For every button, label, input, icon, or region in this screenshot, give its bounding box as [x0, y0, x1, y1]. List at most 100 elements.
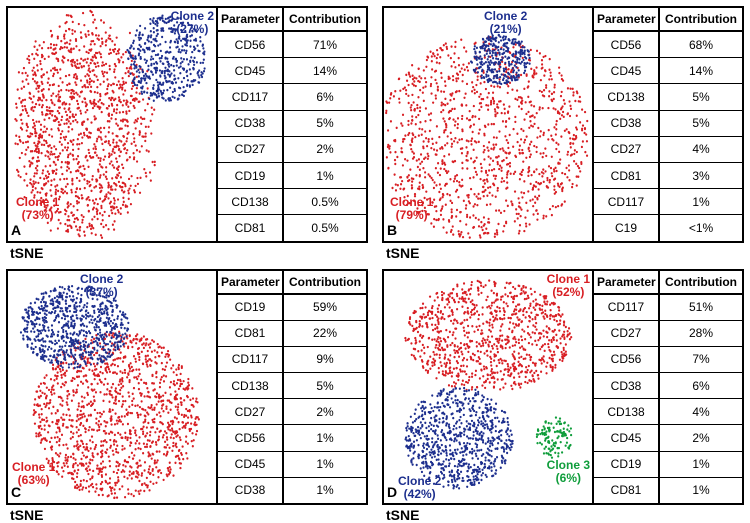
clone-pct: (42%)	[398, 488, 441, 501]
table-row: CD381%	[218, 478, 366, 503]
table-row: CD452%	[594, 425, 742, 451]
header-parameter: Parameter	[218, 8, 284, 30]
cell-parameter: CD38	[594, 111, 660, 136]
clone-name: Clone 2	[398, 475, 441, 488]
cell-parameter: CD19	[218, 163, 284, 188]
cell-parameter: CD19	[218, 295, 284, 320]
cell-parameter: CD138	[594, 399, 660, 424]
cell-parameter: C19	[594, 215, 660, 240]
table-row: CD2728%	[594, 321, 742, 347]
panel-c: CtSNEClone 1(63%)Clone 2(37%)ParameterCo…	[6, 269, 368, 506]
clone-pct: (73%)	[16, 209, 59, 222]
table-header: ParameterContribution	[594, 271, 742, 295]
table-row: CD8122%	[218, 321, 366, 347]
table-row: CD1176%	[218, 84, 366, 110]
table-row: CD5671%	[218, 32, 366, 58]
cell-parameter: CD56	[218, 425, 284, 450]
table-header: ParameterContribution	[218, 271, 366, 295]
table-row: CD4514%	[218, 58, 366, 84]
cell-parameter: CD45	[594, 58, 660, 83]
cell-parameter: CD19	[594, 452, 660, 477]
cell-contribution: 68%	[660, 32, 742, 57]
tsne-plot: AtSNEClone 1(73%)Clone 2(27%)	[8, 8, 216, 241]
clone-label: Clone 1(73%)	[16, 196, 59, 222]
clone-pct: (52%)	[547, 286, 590, 299]
clone-label: Clone 1(79%)	[390, 196, 433, 222]
table-body: CD1959%CD8122%CD1179%CD1385%CD272%CD561%…	[218, 295, 366, 504]
table-row: CD4514%	[594, 58, 742, 84]
table-row: CD810.5%	[218, 215, 366, 240]
table-row: CD1385%	[594, 84, 742, 110]
table-body: CD5668%CD4514%CD1385%CD385%CD274%CD813%C…	[594, 32, 742, 241]
table-row: CD385%	[218, 111, 366, 137]
clone-label: Clone 3(6%)	[547, 459, 590, 485]
cell-contribution: 1%	[660, 478, 742, 503]
header-contribution: Contribution	[284, 271, 366, 293]
clone-label: Clone 2(27%)	[171, 10, 214, 36]
table-row: CD385%	[594, 111, 742, 137]
table-row: CD1385%	[218, 373, 366, 399]
table-row: CD451%	[218, 452, 366, 478]
cell-parameter: CD81	[218, 215, 284, 240]
header-contribution: Contribution	[660, 271, 742, 293]
tsne-plot: BtSNEClone 1(79%)Clone 2(21%)	[384, 8, 592, 241]
table-row: CD561%	[218, 425, 366, 451]
cell-parameter: CD27	[218, 137, 284, 162]
table-row: CD567%	[594, 347, 742, 373]
table-row: CD386%	[594, 373, 742, 399]
axis-label: tSNE	[386, 507, 419, 523]
cell-contribution: 1%	[284, 452, 366, 477]
contribution-table: ParameterContributionCD11751%CD2728%CD56…	[592, 271, 742, 504]
table-header: ParameterContribution	[594, 8, 742, 32]
cell-parameter: CD117	[218, 84, 284, 109]
clone-label: Clone 2(42%)	[398, 475, 441, 501]
contribution-table: ParameterContributionCD5668%CD4514%CD138…	[592, 8, 742, 241]
cell-parameter: CD38	[594, 373, 660, 398]
cell-contribution: 5%	[284, 373, 366, 398]
panel-d: DtSNEClone 1(52%)Clone 2(42%)Clone 3(6%)…	[382, 269, 744, 506]
tsne-plot: CtSNEClone 1(63%)Clone 2(37%)	[8, 271, 216, 504]
cell-parameter: CD138	[218, 189, 284, 214]
table-row: CD811%	[594, 478, 742, 503]
cell-parameter: CD56	[218, 32, 284, 57]
cell-parameter: CD138	[594, 84, 660, 109]
cell-contribution: 1%	[284, 163, 366, 188]
table-body: CD5671%CD4514%CD1176%CD385%CD272%CD191%C…	[218, 32, 366, 241]
table-row: C19<1%	[594, 215, 742, 240]
cell-contribution: <1%	[660, 215, 742, 240]
cell-contribution: 1%	[284, 478, 366, 503]
cell-parameter: CD45	[594, 425, 660, 450]
cell-parameter: CD56	[594, 32, 660, 57]
table-row: CD191%	[218, 163, 366, 189]
header-parameter: Parameter	[594, 271, 660, 293]
cell-parameter: CD81	[594, 478, 660, 503]
clone-name: Clone 1	[547, 273, 590, 286]
clone-label: Clone 2(21%)	[484, 10, 527, 36]
panel-letter: A	[11, 222, 21, 238]
table-row: CD191%	[594, 452, 742, 478]
table-header: ParameterContribution	[218, 8, 366, 32]
cell-contribution: 4%	[660, 399, 742, 424]
cell-parameter: CD27	[594, 321, 660, 346]
clone-pct: (37%)	[80, 286, 123, 299]
table-row: CD1171%	[594, 189, 742, 215]
cell-contribution: 5%	[284, 111, 366, 136]
table-body: CD11751%CD2728%CD567%CD386%CD1384%CD452%…	[594, 295, 742, 504]
table-row: CD1179%	[218, 347, 366, 373]
cell-contribution: 6%	[284, 84, 366, 109]
cell-parameter: CD117	[218, 347, 284, 372]
contribution-table: ParameterContributionCD1959%CD8122%CD117…	[216, 271, 366, 504]
cell-contribution: 1%	[284, 425, 366, 450]
clone-pct: (27%)	[171, 23, 214, 36]
cell-parameter: CD81	[218, 321, 284, 346]
cell-contribution: 71%	[284, 32, 366, 57]
header-contribution: Contribution	[284, 8, 366, 30]
panel-letter: C	[11, 484, 21, 500]
table-row: CD1959%	[218, 295, 366, 321]
figure-grid: AtSNEClone 1(73%)Clone 2(27%)ParameterCo…	[0, 0, 750, 511]
cell-parameter: CD45	[218, 452, 284, 477]
cell-contribution: 4%	[660, 137, 742, 162]
clone-name: Clone 2	[80, 273, 123, 286]
axis-label: tSNE	[386, 245, 419, 261]
clone-pct: (6%)	[547, 472, 590, 485]
